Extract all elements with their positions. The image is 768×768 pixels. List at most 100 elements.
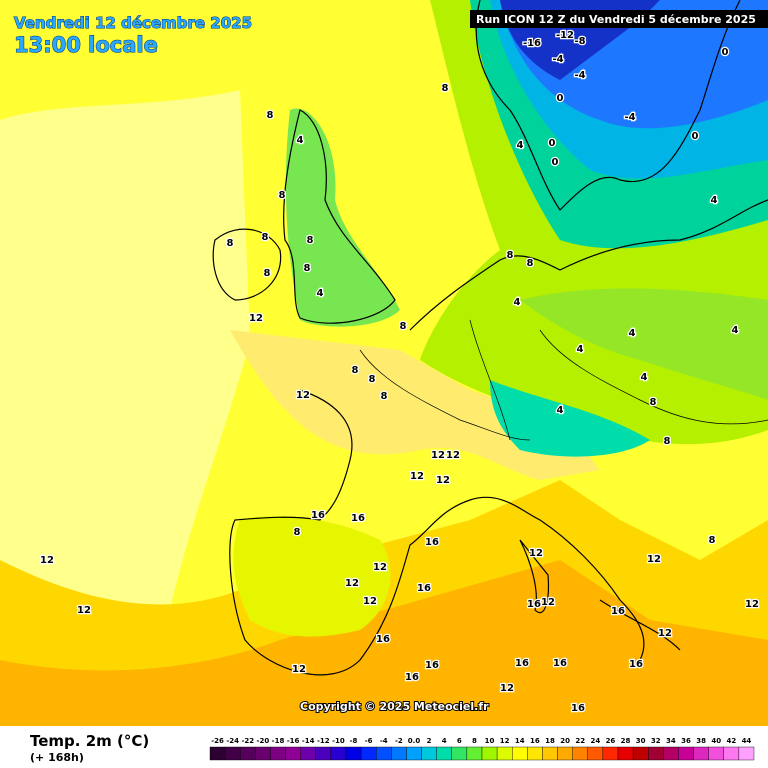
contour-label: 8 xyxy=(262,232,269,243)
colorbar-swatch xyxy=(693,746,709,761)
contour-label: 8 xyxy=(264,268,271,279)
coastline xyxy=(283,109,396,324)
field-alps xyxy=(490,380,650,457)
colorbar-tick-label: 26 xyxy=(606,737,616,745)
contour-label: 16 xyxy=(425,660,439,671)
colorbar-tick-label: 10 xyxy=(485,737,495,745)
contour-label: 12 xyxy=(436,475,450,486)
contour-label: 4 xyxy=(711,195,718,206)
contour-label: 16 xyxy=(553,658,567,669)
contour-label: 16 xyxy=(351,513,365,524)
contour-label: 12 xyxy=(658,628,672,639)
colorbar-tick-label: -12 xyxy=(317,737,330,745)
contour-label: 16 xyxy=(515,658,529,669)
contour-label: 16 xyxy=(417,583,431,594)
contour-label: 12 xyxy=(345,578,359,589)
field-green xyxy=(520,288,768,400)
colorbar-tick-label: -18 xyxy=(272,737,285,745)
colorbar-swatch xyxy=(512,746,528,761)
contour-label: 8 xyxy=(294,527,301,538)
coastline xyxy=(212,228,282,301)
contour-label: -4 xyxy=(574,70,585,81)
valid-date: Vendredi 12 décembre 2025 xyxy=(14,14,252,32)
contour-label: 8 xyxy=(352,365,359,376)
contour-label: 4 xyxy=(514,297,521,308)
contour-label: 16 xyxy=(611,606,625,617)
contour-label: -12 xyxy=(556,30,574,41)
contour-label: 12 xyxy=(500,683,514,694)
colorbar-tick-label: 0.0 xyxy=(408,737,421,745)
colorbar-tick-label: 6 xyxy=(457,737,462,745)
contour-label: 8 xyxy=(227,238,234,249)
colorbar-tick-label: 32 xyxy=(651,737,661,745)
coastline xyxy=(475,0,741,211)
colorbar-swatch xyxy=(663,746,679,761)
colorbar-swatch xyxy=(527,746,543,761)
colorbar-swatch xyxy=(330,746,347,761)
colorbar-tick-label: 30 xyxy=(636,737,646,745)
contour-label: 4 xyxy=(577,344,584,355)
colorbar-tick-label: 2 xyxy=(427,737,432,745)
contour-label: 16 xyxy=(527,599,541,610)
colorbar-swatch xyxy=(255,746,271,761)
contour-label: 8 xyxy=(279,190,286,201)
colorbar-tick-label: 22 xyxy=(575,737,585,745)
colorbar-tick-label: -10 xyxy=(332,737,345,745)
contour-label: 8 xyxy=(369,374,376,385)
contour-label: 16 xyxy=(405,672,419,683)
colorbar-swatch xyxy=(285,746,301,761)
colorbar-swatch xyxy=(481,746,498,761)
colorbar-swatch xyxy=(224,746,241,761)
contour-label: 4 xyxy=(297,135,304,146)
contour-label: 8 xyxy=(709,535,716,546)
contour-label: 16 xyxy=(629,659,643,670)
colorbar-swatch xyxy=(391,746,407,761)
colorbar-tick-label: 12 xyxy=(500,737,510,745)
colorbar-tick-label: -26 xyxy=(211,737,224,745)
colorbar-tick-label: -2 xyxy=(395,737,403,745)
colorbar-swatch xyxy=(436,746,452,761)
contour-label: 12 xyxy=(77,605,91,616)
copyright: Copyright © 2025 Meteociel.fr xyxy=(300,700,489,713)
colorbar-tick-label: 42 xyxy=(726,737,736,745)
contour-label: 8 xyxy=(442,83,449,94)
contour-label: 8 xyxy=(307,235,314,246)
colorbar-tick-label: -14 xyxy=(302,737,315,745)
contour-label: 12 xyxy=(647,554,661,565)
contour-label: 8 xyxy=(507,250,514,261)
contour-label: 8 xyxy=(664,436,671,447)
contour-label: 8 xyxy=(650,397,657,408)
contour-label: 8 xyxy=(381,391,388,402)
contour-label: 12 xyxy=(249,313,263,324)
colorbar-tick-label: -24 xyxy=(226,737,239,745)
colorbar-tick-label: -16 xyxy=(287,737,300,745)
contour-label: 12 xyxy=(446,450,460,461)
contour-label: 12 xyxy=(363,596,377,607)
contour-label: 12 xyxy=(431,450,445,461)
colorbar-tick-label: 40 xyxy=(711,737,721,745)
field-mild xyxy=(230,330,600,480)
contour-label: 4 xyxy=(317,288,324,299)
colorbar-swatch xyxy=(587,746,604,761)
colorbar-tick-label: 18 xyxy=(545,737,555,745)
contour-label: 12 xyxy=(541,597,555,608)
colorbar-swatch xyxy=(451,746,468,761)
colorbar-swatch xyxy=(209,746,226,761)
contour-label: 12 xyxy=(373,562,387,573)
contour-label: 8 xyxy=(267,110,274,121)
run-banner xyxy=(470,10,768,28)
colorbar: -26 -24 -22 -20 -18 -16 -14 -12 -10 -8 -6 -4 -2 0.0 2 4… xyxy=(209,737,755,761)
contour-label: 8 xyxy=(304,263,311,274)
colorbar-tick-label: 4 xyxy=(442,737,447,745)
colorbar-swatch xyxy=(557,746,573,761)
colorbar-swatch xyxy=(300,746,316,761)
contour-label: 8 xyxy=(527,258,534,269)
variable: Temp. 2m (°C) xyxy=(30,732,149,750)
contour-label: -4 xyxy=(624,112,635,123)
contour-label: 16 xyxy=(376,634,390,645)
coastline xyxy=(229,199,768,676)
contour-label: 16 xyxy=(571,703,585,714)
colorbar-tick-label: 36 xyxy=(681,737,691,745)
contour-label: -8 xyxy=(574,36,585,47)
